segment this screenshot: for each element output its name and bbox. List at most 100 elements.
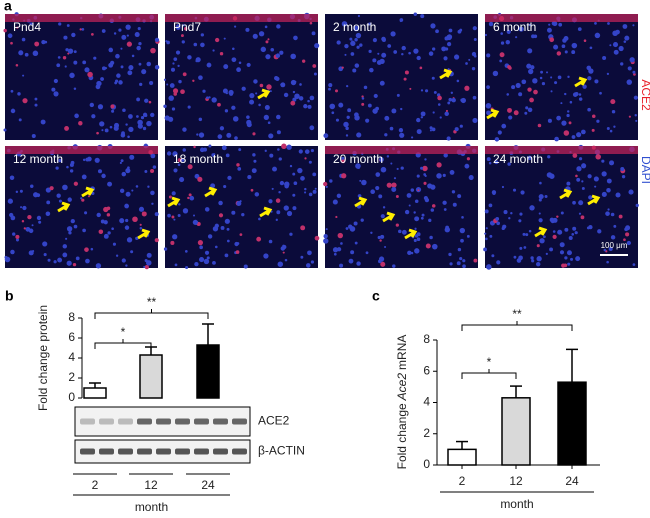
- nucleus: [529, 97, 534, 103]
- nucleus: [401, 45, 406, 51]
- nucleus: [260, 46, 267, 53]
- nucleus: [581, 163, 587, 169]
- nucleus: [298, 96, 304, 101]
- micrograph-grid: Pnd4 Pnd7 2 month 6 month 12 month 18 month 20…: [3, 12, 639, 270]
- nucleus: [18, 50, 24, 56]
- nucleus: [423, 195, 428, 201]
- nucleus: [65, 48, 69, 52]
- nucleus: [427, 183, 433, 189]
- nucleus: [399, 132, 405, 138]
- nucleus: [372, 58, 377, 63]
- y-tick-label: 2: [68, 370, 75, 384]
- nucleus: [485, 227, 488, 230]
- nucleus: [414, 234, 419, 238]
- nucleus: [563, 130, 570, 136]
- nucleus: [219, 126, 225, 131]
- nucleus: [546, 172, 553, 178]
- bar: [83, 387, 107, 399]
- nucleus: [420, 166, 424, 170]
- nucleus: [456, 79, 460, 83]
- nucleus: [30, 184, 34, 189]
- x-tick-label: 12: [509, 474, 523, 488]
- nucleus: [309, 95, 315, 101]
- nucleus: [486, 53, 491, 58]
- nucleus: [601, 171, 607, 177]
- nucleus: [236, 163, 240, 167]
- nucleus: [89, 102, 95, 108]
- significance-bracket: [94, 339, 152, 349]
- nucleus: [531, 259, 535, 263]
- nucleus: [488, 203, 493, 208]
- nucleus: [53, 91, 59, 97]
- nucleus: [134, 32, 140, 38]
- nucleus: [566, 181, 571, 186]
- nucleus: [570, 257, 574, 261]
- nucleus: [258, 103, 261, 107]
- nucleus: [566, 250, 572, 256]
- nucleus: [329, 179, 333, 183]
- nucleus: [489, 234, 493, 238]
- blot-band: [118, 418, 133, 425]
- nucleus: [432, 47, 436, 51]
- nucleus: [361, 102, 365, 106]
- tile-label: 20 month: [333, 152, 383, 166]
- nucleus: [447, 42, 452, 47]
- nucleus: [460, 98, 464, 102]
- nucleus: [484, 209, 489, 214]
- nucleus: [443, 56, 448, 61]
- nucleus: [544, 194, 548, 199]
- nucleus: [27, 214, 32, 220]
- nucleus: [181, 158, 185, 162]
- nucleus: [421, 213, 425, 217]
- nucleus: [49, 186, 54, 191]
- nucleus: [486, 85, 490, 89]
- nucleus: [506, 29, 511, 34]
- nucleus: [365, 118, 370, 123]
- nucleus: [413, 12, 418, 16]
- nucleus: [187, 105, 191, 109]
- nucleus: [408, 204, 411, 207]
- blot-band: [194, 418, 209, 425]
- nucleus: [592, 114, 596, 119]
- y-axis-label-part: mRNA: [395, 335, 409, 370]
- nucleus: [390, 31, 396, 37]
- nucleus: [448, 97, 453, 102]
- nucleus: [535, 261, 541, 267]
- nucleus: [546, 27, 552, 33]
- significance-bracket: [461, 321, 573, 331]
- nucleus: [256, 236, 262, 242]
- nucleus: [70, 218, 75, 224]
- nucleus: [379, 58, 385, 65]
- nucleus: [172, 151, 178, 157]
- nucleus: [119, 218, 125, 224]
- epithelium: [485, 146, 638, 154]
- nucleus: [126, 41, 132, 47]
- nucleus: [552, 217, 558, 223]
- nucleus: [507, 107, 512, 113]
- x-tick-label: 2: [459, 474, 466, 488]
- x-tick-label: 24: [565, 474, 579, 488]
- nucleus: [31, 134, 36, 139]
- nucleus: [368, 22, 372, 26]
- nucleus: [343, 121, 349, 128]
- nucleus: [120, 132, 126, 138]
- epithelium: [165, 14, 318, 22]
- nucleus: [282, 251, 285, 254]
- nucleus: [177, 163, 181, 167]
- nucleus: [561, 120, 567, 126]
- nucleus: [73, 60, 78, 65]
- nucleus: [172, 62, 175, 65]
- nucleus: [518, 92, 523, 97]
- nucleus: [606, 178, 612, 184]
- nucleus: [443, 208, 447, 211]
- nucleus: [432, 111, 435, 114]
- nucleus: [174, 263, 178, 267]
- nucleus: [141, 211, 147, 217]
- nucleus: [115, 254, 119, 257]
- y-tick-label: 4: [423, 395, 430, 409]
- nucleus: [325, 185, 328, 189]
- nucleus: [552, 21, 558, 27]
- nucleus: [471, 66, 476, 71]
- nucleus: [387, 44, 392, 48]
- micrograph: [5, 14, 158, 140]
